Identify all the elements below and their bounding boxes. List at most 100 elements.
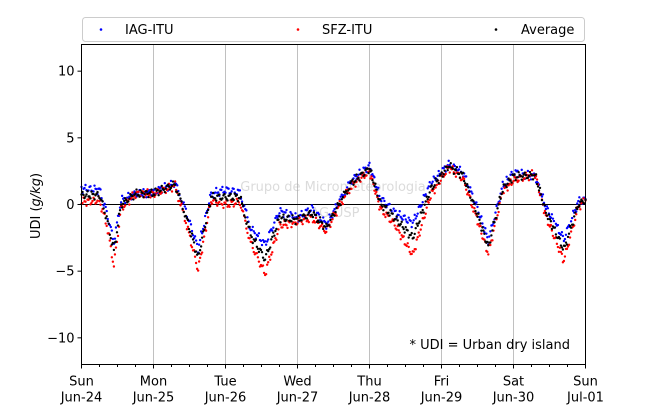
data-point [261,256,265,259]
data-point [236,199,240,203]
data-point [406,221,409,224]
data-point [117,212,121,216]
data-point [421,201,424,204]
data-point [202,235,206,238]
data-point [297,214,300,218]
data-point [559,244,563,247]
data-point [189,235,193,238]
data-point [199,230,203,233]
data-point [263,240,267,243]
data-point [519,174,522,178]
data-point [576,202,579,205]
data-point [381,205,384,208]
data-point [338,199,341,203]
data-point [180,202,183,205]
data-point [368,167,371,171]
data-point [419,228,422,231]
data-point [581,199,584,203]
data-point [388,202,391,206]
data-point [547,213,551,216]
data-point [192,241,196,244]
data-point [544,211,548,215]
data-point [270,253,273,256]
data-point [473,207,476,210]
data-point [390,220,393,223]
data-point [410,225,413,229]
data-point [493,221,496,224]
data-point [255,251,259,255]
data-point [477,223,480,226]
data-point [311,206,315,209]
data-point [453,164,457,168]
data-point [256,256,260,259]
data-point [101,200,104,203]
data-point [501,180,504,184]
data-point [563,237,567,241]
data-point [214,197,217,200]
data-point [287,214,290,217]
data-point [250,235,253,239]
data-point [248,225,251,229]
data-point [349,181,352,185]
data-point [513,173,516,176]
data-point [88,195,91,198]
data-point [560,231,564,234]
data-point [274,216,277,220]
data-point [211,191,215,195]
data-point [113,237,117,240]
data-point [266,249,270,253]
data-point [463,182,467,185]
data-point [203,225,207,229]
data-point [387,211,390,215]
data-point [276,232,279,236]
data-point [394,218,397,221]
data-point [436,174,439,178]
legend-box [82,17,585,42]
data-point [433,184,436,187]
data-point [535,182,539,186]
data-point [335,214,338,217]
data-point [382,209,385,212]
data-point [551,217,555,220]
data-point [460,178,464,181]
data-point [306,219,309,222]
data-point [572,215,576,218]
data-point [391,212,394,215]
data-point [217,191,220,194]
data-point [373,189,376,192]
data-point [406,229,409,232]
data-point [570,216,574,220]
data-point [523,177,527,180]
data-point [395,228,398,231]
data-point [491,224,494,227]
data-point [197,243,201,246]
data-point [558,237,562,240]
data-point [504,184,507,187]
data-point [191,238,195,241]
data-point [403,231,406,234]
data-point [420,223,423,227]
data-point [190,229,194,233]
data-point [454,169,458,172]
data-point [218,193,221,196]
data-point [526,169,530,173]
data-point [124,204,127,207]
data-point [96,190,99,194]
data-point [310,204,314,207]
data-point [204,229,208,232]
data-point [486,240,489,244]
data-point [154,187,157,190]
data-point [318,216,322,219]
data-point [208,193,212,197]
data-point [251,246,254,250]
data-point [131,194,134,198]
data-point [564,233,568,237]
data-point [122,199,126,203]
data-point [293,217,296,221]
data-point [475,212,478,215]
data-point [182,201,185,204]
data-point [340,198,343,201]
data-point [508,182,511,186]
data-point [377,200,380,203]
